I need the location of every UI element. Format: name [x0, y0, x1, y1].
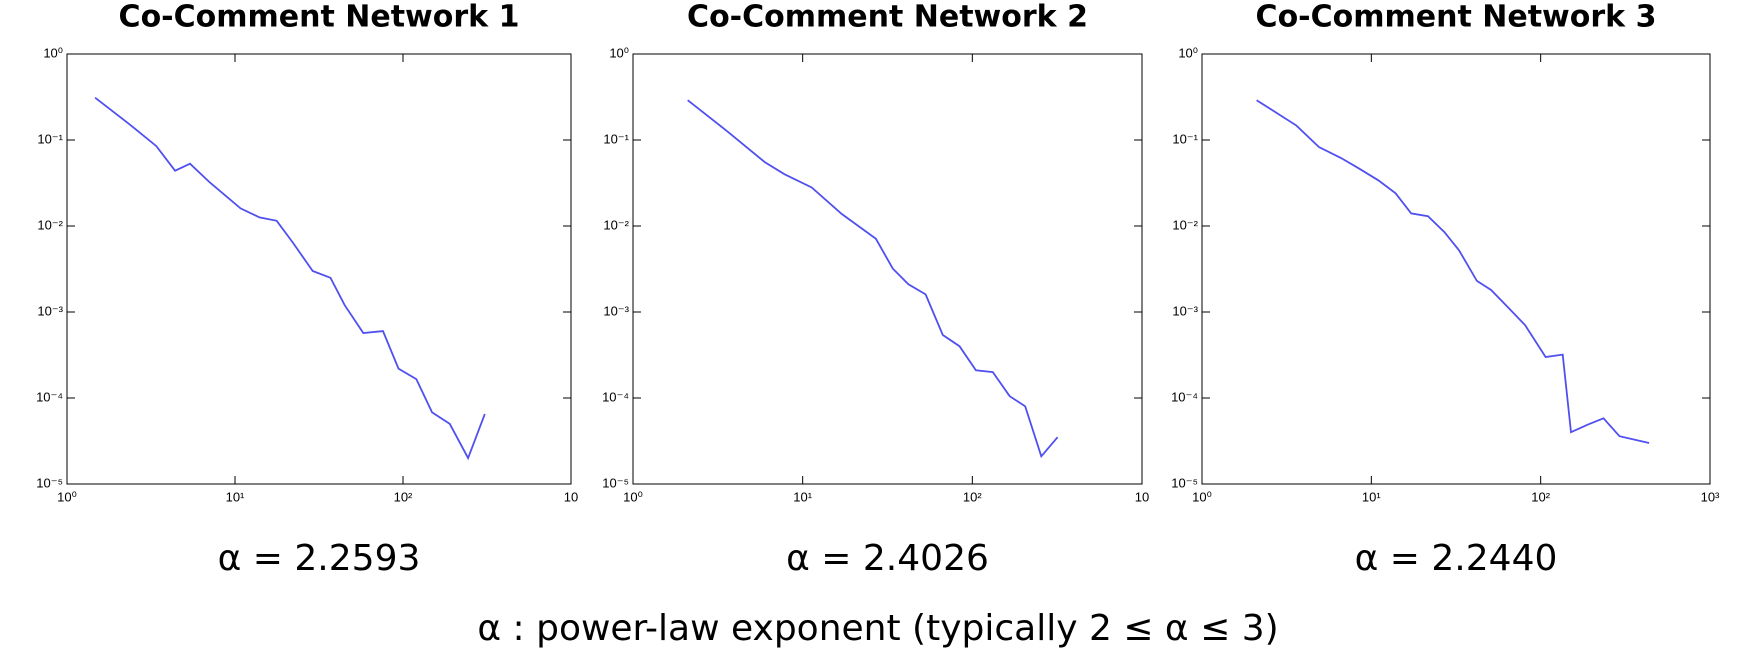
x-tick-label: 10¹: [226, 489, 245, 504]
alpha-annotation: α = 2.4026: [786, 538, 989, 579]
y-tick-label: 10⁻⁴: [602, 389, 629, 404]
data-line: [687, 99, 1059, 459]
x-tick-label: 10¹: [793, 489, 812, 504]
footnote: α : power-law exponent (typically 2 ≤ α …: [477, 608, 1278, 649]
y-tick-label: 10⁻⁴: [36, 389, 63, 404]
x-tick-label: 10³: [1701, 489, 1720, 504]
x-tick-label: 10¹: [1362, 489, 1381, 504]
alpha-annotation: α = 2.2593: [218, 538, 421, 579]
x-tick-label: 10²: [963, 489, 982, 504]
y-tick-label: 10⁰: [43, 45, 63, 60]
y-tick-label: 10⁰: [609, 45, 629, 60]
data-line: [94, 96, 486, 461]
x-tick-label: 10: [1135, 489, 1149, 504]
x-tick-label: 10: [564, 489, 578, 504]
x-tick-label: 10²: [1531, 489, 1550, 504]
x-tick-label: 10²: [394, 489, 413, 504]
x-tick-label: 10⁰: [57, 489, 77, 504]
y-tick-label: 10⁻³: [1172, 303, 1198, 318]
y-tick-label: 10⁻⁴: [1171, 389, 1198, 404]
alpha-annotation: α = 2.2440: [1355, 538, 1558, 579]
x-tick-label: 10⁰: [1192, 489, 1212, 504]
y-tick-label: 10⁻³: [603, 303, 629, 318]
x-tick-label: 10⁰: [623, 489, 643, 504]
y-tick-label: 10⁻³: [37, 303, 63, 318]
chart-title: Co-Comment Network 3: [1256, 0, 1657, 35]
plot-frame: [66, 53, 572, 485]
y-tick-label: 10⁻⁵: [36, 475, 63, 490]
y-tick-label: 10⁰: [1178, 45, 1198, 60]
y-tick-label: 10⁻¹: [37, 131, 63, 146]
plot-frame: [1201, 53, 1711, 485]
y-tick-label: 10⁻⁵: [602, 475, 629, 490]
data-line: [1256, 99, 1650, 444]
plot-frame: [632, 53, 1143, 485]
chart-title: Co-Comment Network 1: [119, 0, 520, 35]
y-tick-label: 10⁻⁵: [1171, 475, 1198, 490]
y-tick-label: 10⁻²: [37, 217, 63, 232]
chart-title: Co-Comment Network 2: [687, 0, 1088, 35]
chart-panel: Co-Comment Network 2 10⁰ 10¹ 10² 10 10⁻⁵ 10⁻⁴ 1…: [602, 0, 1149, 579]
y-tick-label: 10⁻¹: [1172, 131, 1198, 146]
y-tick-label: 10⁻¹: [603, 131, 629, 146]
y-tick-label: 10⁻²: [1172, 217, 1198, 232]
chart-panel: Co-Comment Network 1 10⁰ 10¹ 10² 10 10⁻⁵ 10⁻⁴ 1…: [36, 0, 578, 579]
chart-panel: Co-Comment Network 3 10⁰ 10¹ 10² 10³ 10⁻⁵ 10⁻⁴…: [1171, 0, 1720, 579]
y-tick-label: 10⁻²: [603, 217, 629, 232]
